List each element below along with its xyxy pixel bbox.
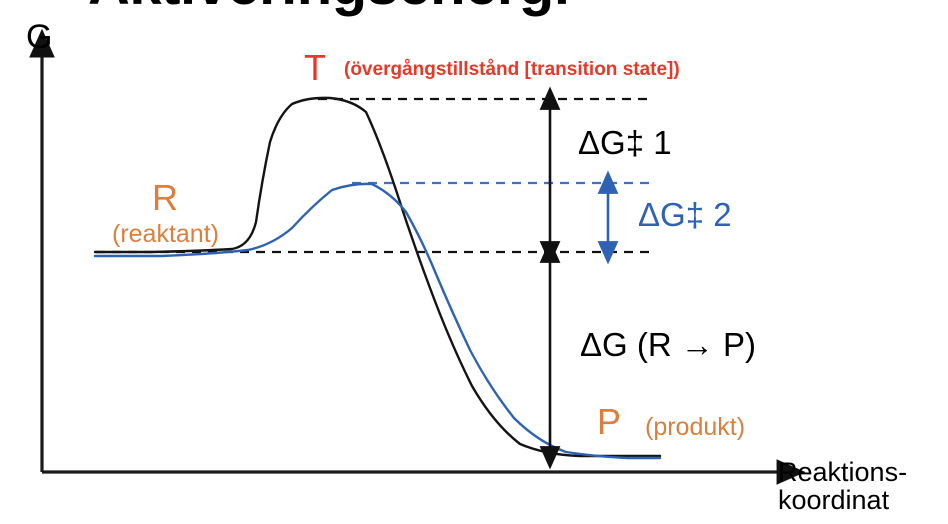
x-axis-label: Reaktions-koordinat [778, 457, 908, 516]
transition-state-caption: (övergångstillstånd [transition state]) [344, 59, 680, 80]
reactant-symbol: R [152, 177, 178, 218]
page-title: Aktiveringsenergi [88, 0, 570, 14]
transition-state-symbol: T [304, 47, 326, 88]
y-axis-label: G [26, 18, 53, 56]
product-symbol: P [597, 401, 622, 442]
delta-g-1-label: ΔG‡ 1 [578, 124, 672, 161]
curve-catalysed [93, 182, 662, 460]
delta-g-reaction-label: ΔG (R → P) [580, 326, 757, 363]
delta-g-2-label: ΔG‡ 2 [638, 196, 732, 233]
reactant-caption: (reaktant) [112, 220, 219, 248]
curve-uncatalysed [93, 96, 662, 458]
product-caption: (produkt) [645, 413, 746, 441]
